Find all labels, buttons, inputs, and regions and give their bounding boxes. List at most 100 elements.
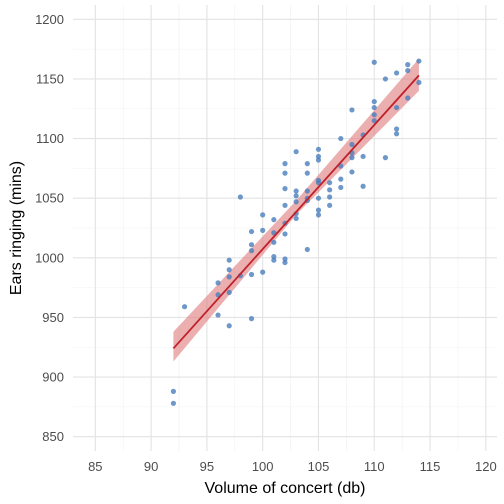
y-tick-label: 1050: [35, 191, 64, 206]
data-point: [260, 269, 266, 275]
y-tick-label: 1100: [36, 131, 64, 146]
data-point: [371, 118, 377, 124]
data-point: [293, 149, 299, 155]
data-point: [293, 215, 299, 222]
y-axis-ticks: 850 900 950 1000 1050 1100 1150 1200: [35, 12, 64, 444]
data-point: [349, 155, 355, 161]
data-point: [327, 187, 333, 193]
data-point: [315, 212, 322, 218]
data-point: [248, 228, 255, 235]
data-point: [226, 274, 232, 280]
data-point: [181, 304, 188, 310]
data-point: [293, 199, 299, 205]
data-point: [293, 188, 299, 194]
data-point: [215, 312, 221, 318]
data-point: [282, 259, 288, 266]
data-point: [304, 188, 310, 194]
x-axis-title: Volume of concert (db): [205, 480, 366, 497]
data-points-layer: [170, 58, 422, 406]
data-point: [271, 239, 277, 245]
data-point: [360, 153, 366, 160]
data-point: [382, 155, 389, 161]
data-point: [315, 153, 322, 160]
x-tick-label: 95: [200, 459, 214, 474]
data-point: [226, 289, 232, 295]
data-point: [271, 254, 277, 260]
data-point: [293, 193, 299, 199]
data-point: [393, 104, 400, 111]
data-point: [226, 257, 232, 263]
data-point: [338, 176, 344, 182]
data-point: [315, 157, 322, 163]
data-point: [304, 170, 310, 176]
data-point: [405, 95, 411, 101]
data-point: [237, 194, 243, 200]
data-point: [282, 202, 288, 208]
data-point: [349, 107, 355, 113]
confidence-band-layer: [173, 58, 419, 362]
y-tick-label: 1150: [36, 71, 64, 86]
data-point: [315, 207, 322, 213]
data-point: [416, 79, 422, 86]
data-point: [349, 169, 355, 175]
data-point: [327, 194, 333, 200]
data-point: [405, 62, 411, 68]
data-point: [215, 280, 221, 286]
x-tick-label: 90: [144, 459, 158, 474]
data-point: [338, 135, 344, 142]
data-point: [170, 400, 177, 406]
x-tick-label: 85: [88, 459, 102, 474]
data-point: [226, 267, 232, 273]
y-tick-label: 950: [42, 310, 64, 325]
data-point: [282, 186, 288, 192]
data-point: [260, 227, 266, 233]
fit-line-layer: [172, 74, 420, 350]
data-point: [304, 246, 310, 253]
data-point: [416, 58, 422, 64]
data-point: [382, 76, 389, 82]
data-point: [271, 257, 277, 263]
data-point: [371, 104, 377, 111]
data-point: [248, 271, 255, 278]
x-tick-label: 105: [308, 459, 330, 474]
data-point: [248, 248, 255, 254]
data-point: [371, 59, 377, 65]
data-point: [282, 256, 288, 262]
x-axis-ticks: 85 90 95 100 105 110 115 120: [88, 459, 497, 474]
data-point: [371, 98, 377, 105]
data-point: [315, 195, 322, 201]
data-point: [393, 126, 400, 132]
data-point: [170, 388, 177, 394]
data-point: [360, 183, 366, 189]
x-tick-label: 110: [364, 459, 385, 474]
confidence-band: [173, 58, 419, 362]
x-tick-label: 120: [475, 459, 497, 474]
y-tick-label: 1000: [35, 250, 64, 265]
y-axis-title: Ears ringing (mins): [8, 161, 25, 295]
data-point: [393, 131, 400, 137]
data-point: [327, 180, 333, 186]
x-tick-label: 115: [420, 459, 441, 474]
data-point: [226, 323, 232, 329]
data-point: [282, 170, 288, 176]
data-point: [327, 202, 333, 208]
data-point: [349, 141, 355, 148]
data-point: [371, 112, 377, 118]
data-point: [260, 212, 266, 218]
data-point: [315, 146, 322, 152]
data-point: [248, 242, 255, 248]
data-point: [282, 161, 288, 167]
y-tick-label: 900: [42, 370, 64, 385]
y-tick-label: 1200: [35, 12, 64, 27]
data-point: [248, 316, 255, 322]
data-point: [315, 180, 322, 186]
data-point: [282, 231, 288, 237]
data-point: [304, 161, 310, 167]
x-tick-label: 100: [252, 459, 274, 474]
y-tick-label: 850: [42, 429, 64, 444]
data-point: [338, 184, 344, 191]
data-point: [393, 70, 400, 76]
data-point: [405, 67, 411, 74]
data-point: [271, 217, 277, 223]
